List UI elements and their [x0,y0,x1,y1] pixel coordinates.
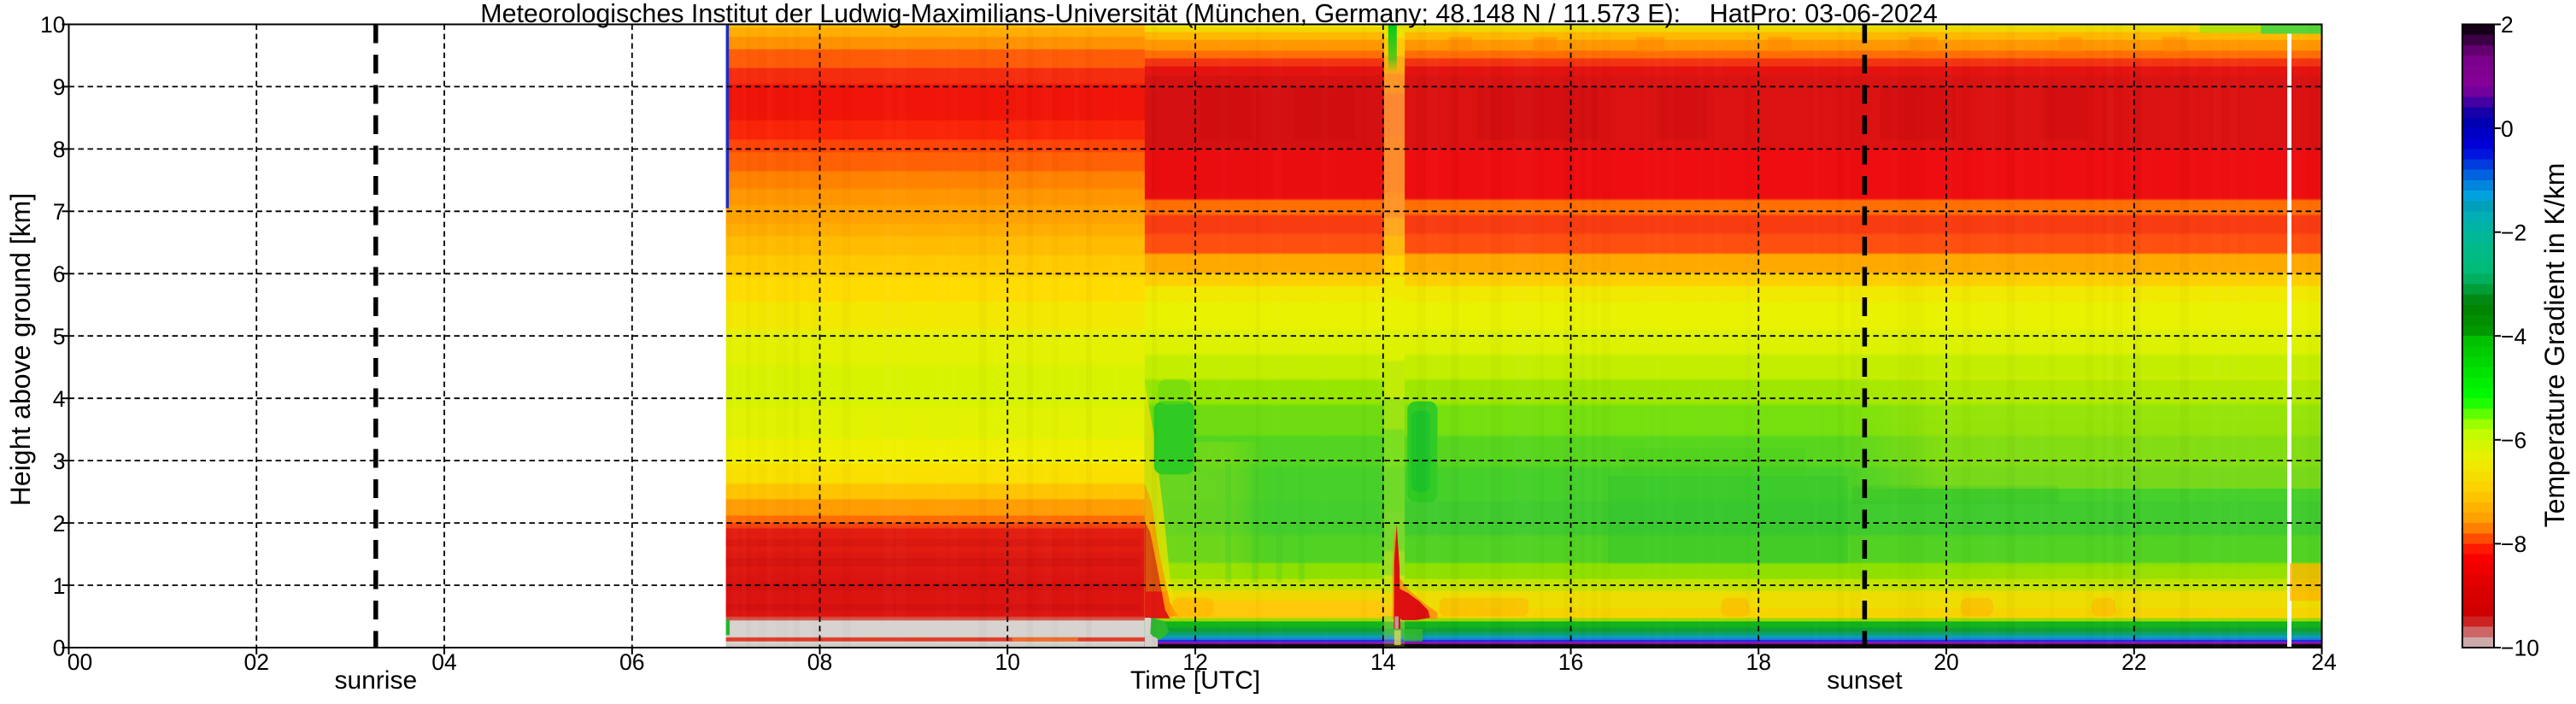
svg-text:06: 06 [619,649,644,675]
svg-text:2: 2 [53,511,66,537]
svg-text:−10: −10 [2501,636,2539,661]
svg-text:18: 18 [1746,649,1770,675]
svg-text:10: 10 [995,649,1019,675]
svg-text:−2: −2 [2501,220,2526,245]
svg-text:20: 20 [1933,649,1958,675]
svg-text:24: 24 [2311,649,2336,675]
svg-text:Time [UTC]: Time [UTC] [1130,666,1260,695]
svg-text:5: 5 [53,324,66,349]
svg-text:4: 4 [53,386,66,412]
svg-text:14: 14 [1370,649,1395,675]
svg-text:08: 08 [807,649,832,675]
svg-text:sunrise: sunrise [334,666,417,695]
svg-text:22: 22 [2121,649,2146,675]
svg-text:Temperature Gradient in K/km: Temperature Gradient in K/km [2539,163,2570,528]
svg-text:12: 12 [1182,649,1207,675]
svg-text:8: 8 [53,137,66,162]
svg-text:02: 02 [244,649,268,675]
svg-text:0: 0 [53,636,66,661]
svg-text:sunset: sunset [1827,666,1903,695]
svg-text:Meteorologisches Institut der: Meteorologisches Institut der Ludwig-Max… [480,0,1938,28]
svg-text:2: 2 [2501,12,2514,38]
svg-text:10: 10 [40,12,65,38]
svg-text:−6: −6 [2501,428,2526,454]
svg-text:6: 6 [53,261,66,287]
svg-text:Height above ground [km]: Height above ground [km] [5,193,36,506]
svg-text:7: 7 [53,199,66,225]
svg-text:04: 04 [431,649,456,675]
svg-text:0: 0 [2501,116,2514,142]
svg-text:−8: −8 [2501,531,2526,557]
svg-text:3: 3 [53,449,66,474]
svg-text:1: 1 [53,573,66,599]
svg-text:00: 00 [67,649,92,675]
svg-text:9: 9 [53,74,66,100]
svg-text:16: 16 [1558,649,1583,675]
svg-text:−4: −4 [2501,324,2526,349]
